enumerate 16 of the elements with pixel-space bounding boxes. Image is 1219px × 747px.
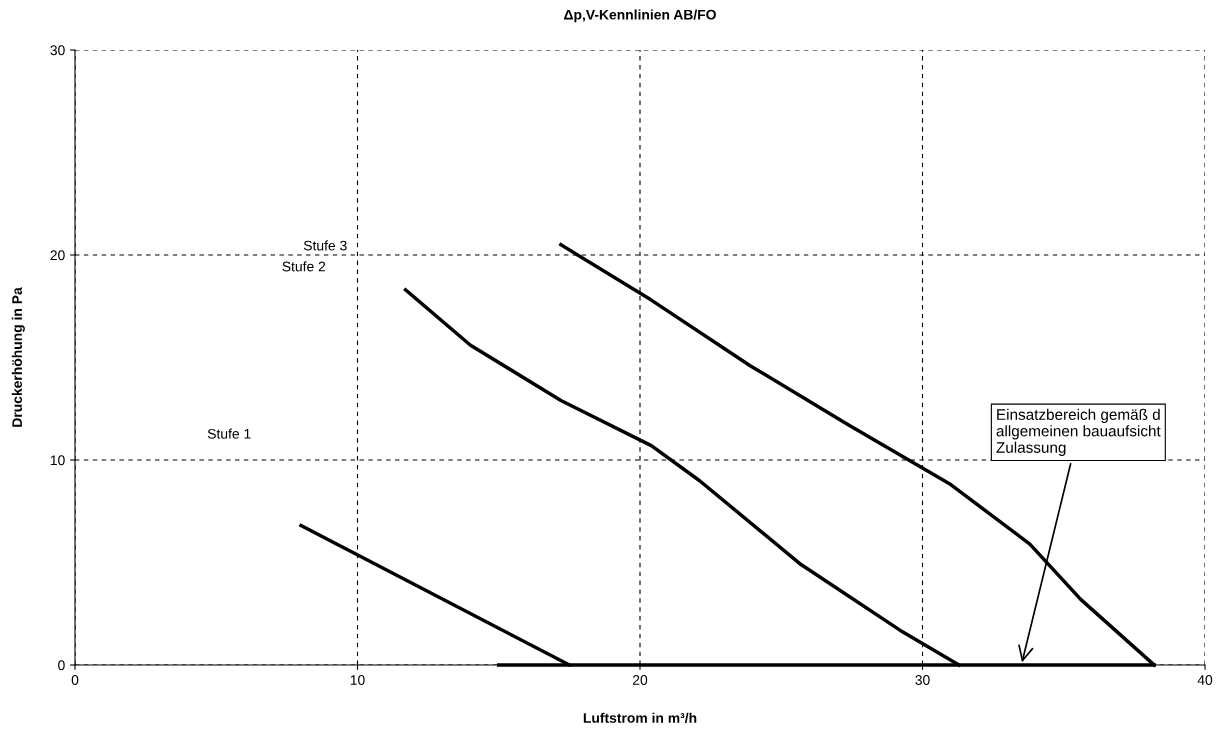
y-tick-label: 30 xyxy=(50,45,65,56)
x-tick-label: 20 xyxy=(632,675,648,685)
chart-title: Δp,V-Kennlinien AB/FO xyxy=(564,9,716,23)
y-tick-label: 20 xyxy=(50,250,65,261)
annotation: Stufe 2 xyxy=(282,261,326,272)
annotation: Einsatzbereich gemäß d allgemeinen bauaufsicht Zulassung xyxy=(996,408,1161,456)
y-tick-label: 10 xyxy=(50,455,65,466)
x-tick-label: 40 xyxy=(1197,675,1213,685)
x-tick-label: 0 xyxy=(71,675,79,685)
x-axis-title: Luftstrom in m³/h xyxy=(583,712,697,724)
annotation: Stufe 1 xyxy=(207,428,251,439)
x-tick-label: 10 xyxy=(350,675,365,685)
y-axis-title: Druckerhöhung in Pa xyxy=(11,287,25,427)
x-tick-label: 30 xyxy=(915,675,930,685)
y-tick-label: 0 xyxy=(58,660,65,671)
annotation: Stufe 3 xyxy=(303,240,347,251)
